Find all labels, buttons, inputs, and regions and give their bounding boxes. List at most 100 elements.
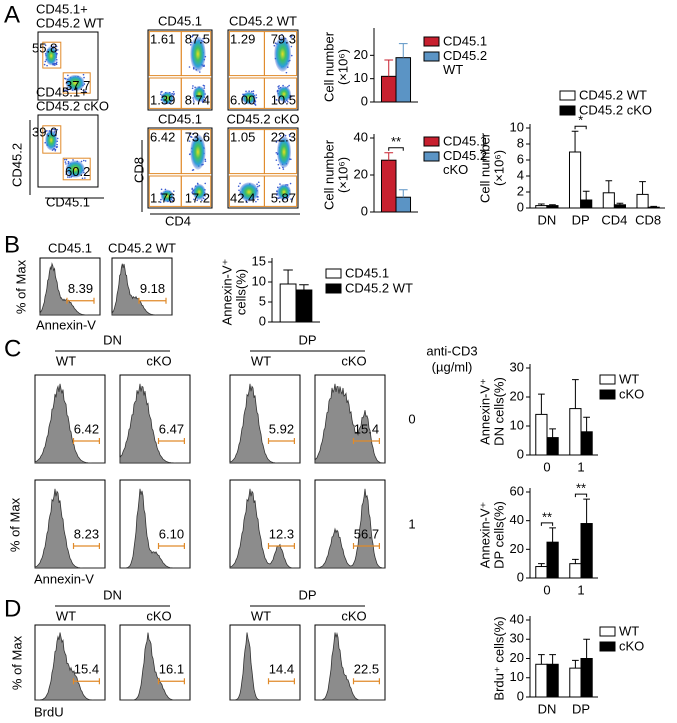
column-label: WT bbox=[56, 608, 76, 623]
event-dot bbox=[256, 183, 258, 186]
histogram bbox=[229, 488, 300, 569]
event-dot bbox=[290, 139, 292, 141]
density-blob bbox=[160, 91, 174, 105]
y-tick-label: 20 bbox=[510, 650, 524, 665]
event-dot bbox=[283, 134, 285, 136]
error-bar bbox=[572, 379, 579, 409]
plot-title: CD45.2 WT bbox=[229, 13, 297, 28]
event-dot bbox=[52, 128, 54, 131]
y-axis-label: cells(%) bbox=[233, 269, 248, 315]
density-blob bbox=[190, 134, 206, 170]
column-label: cKO bbox=[146, 353, 171, 368]
bar bbox=[546, 541, 559, 579]
plot-frame bbox=[37, 114, 99, 188]
event-dot bbox=[288, 134, 291, 136]
plot-frame bbox=[37, 31, 99, 101]
legend-label: cKO bbox=[619, 638, 644, 653]
bar bbox=[613, 204, 627, 209]
density-blob bbox=[65, 74, 85, 92]
density-blob bbox=[242, 91, 256, 105]
bar bbox=[580, 523, 593, 579]
event-dot bbox=[277, 85, 279, 88]
y-tick-label: 15 bbox=[252, 253, 266, 268]
y-tick-label: 20 bbox=[510, 388, 524, 403]
event-dot bbox=[290, 158, 292, 161]
y-tick-label: 0 bbox=[517, 446, 524, 461]
event-dot bbox=[257, 185, 259, 188]
bar bbox=[546, 437, 559, 456]
bar bbox=[568, 151, 582, 209]
event-dot bbox=[192, 85, 194, 87]
gate-value: 5.87 bbox=[271, 190, 296, 205]
y-tick-label: 10 bbox=[510, 119, 524, 134]
x-tick-label: DP bbox=[572, 701, 590, 716]
event-dot bbox=[46, 130, 48, 132]
event-dot bbox=[191, 34, 194, 37]
error-bar bbox=[283, 269, 293, 284]
gate bbox=[42, 41, 62, 69]
event-dot bbox=[203, 65, 205, 67]
event-dot bbox=[290, 95, 293, 98]
plot-title: CD45.2 WT bbox=[36, 15, 104, 30]
gate-value: 1.76 bbox=[150, 190, 175, 205]
event-dot bbox=[188, 66, 191, 68]
legend-label: WT bbox=[619, 623, 639, 638]
error-bar bbox=[299, 284, 309, 290]
event-dot bbox=[190, 135, 192, 138]
legend-swatch bbox=[599, 641, 616, 652]
gate bbox=[180, 31, 212, 77]
density-blob bbox=[45, 130, 58, 151]
event-dot bbox=[204, 160, 207, 162]
histogram bbox=[314, 488, 386, 569]
event-dot bbox=[204, 134, 207, 136]
y-axis-label: Annexin-V⁺ bbox=[219, 259, 234, 326]
event-dot bbox=[290, 35, 293, 37]
event-dot bbox=[55, 62, 58, 65]
histogram bbox=[314, 383, 385, 464]
gate-value: 39.0 bbox=[32, 124, 57, 139]
histogram bbox=[120, 488, 190, 569]
y-axis-label: DN cells(%) bbox=[491, 377, 506, 446]
event-dot bbox=[54, 148, 57, 151]
histogram bbox=[39, 262, 100, 316]
error-bar bbox=[650, 205, 658, 208]
bar bbox=[380, 159, 397, 213]
legend-swatch bbox=[559, 90, 576, 101]
gate-value: 42.4 bbox=[230, 190, 255, 205]
histogram bbox=[315, 632, 385, 701]
event-dot bbox=[201, 199, 203, 202]
bar bbox=[569, 667, 582, 698]
bar bbox=[546, 205, 559, 209]
x-tick-label: DN bbox=[538, 701, 557, 716]
event-dot bbox=[56, 128, 59, 131]
event-dot bbox=[81, 177, 84, 180]
y-axis-label: (×10⁶) bbox=[335, 157, 350, 193]
bar bbox=[380, 75, 397, 103]
gate-value: 6.42 bbox=[74, 421, 99, 436]
histogram bbox=[111, 263, 172, 316]
y-axis-label: (×10⁶) bbox=[335, 49, 350, 85]
gate-value: 8.74 bbox=[185, 92, 210, 107]
x-tick-label: CD4 bbox=[601, 212, 627, 227]
bar bbox=[647, 206, 660, 209]
gate-value: 56.7 bbox=[354, 526, 379, 541]
event-dot bbox=[56, 143, 58, 146]
error-bar bbox=[398, 189, 408, 198]
event-dot bbox=[191, 169, 194, 171]
event-dot bbox=[67, 74, 69, 77]
column-label: cKO bbox=[341, 353, 366, 368]
gate-value: 14.4 bbox=[269, 662, 294, 677]
event-dot bbox=[191, 188, 194, 191]
group-label: DP bbox=[298, 587, 316, 602]
significance-bracket bbox=[388, 147, 404, 151]
y-axis-label: Annexin-V⁺ bbox=[477, 502, 492, 569]
y-tick-label: 30 bbox=[510, 631, 524, 646]
dose-title: (µg/ml) bbox=[432, 359, 473, 374]
event-dot bbox=[246, 201, 248, 204]
gate bbox=[42, 125, 62, 154]
event-dot bbox=[80, 160, 83, 163]
gate-value: 22.3 bbox=[271, 129, 296, 144]
event-dot bbox=[277, 163, 280, 166]
event-dot bbox=[191, 35, 193, 38]
x-tick-label: 0 bbox=[543, 459, 550, 474]
